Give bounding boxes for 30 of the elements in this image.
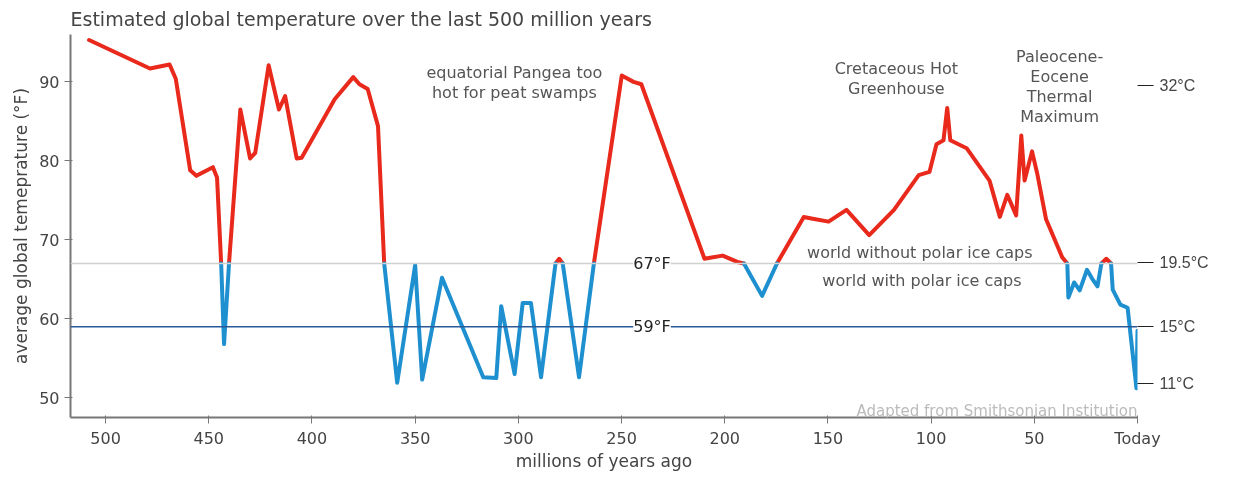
y-tick-label: 90 [39, 72, 60, 92]
x-tick-label: 50 [1024, 428, 1045, 448]
x-tick-label: 400 [296, 428, 328, 448]
y-tick-label: 50 [39, 388, 60, 408]
x-tick-label: 100 [915, 428, 947, 448]
x-tick-label: 450 [193, 428, 225, 448]
y2-tick-label: 15°C [1159, 318, 1196, 336]
y2-tick-label: 11°C [1159, 375, 1195, 393]
x-tick-label: 500 [90, 428, 121, 448]
y2-tick-label: 32°C [1159, 76, 1196, 94]
y-tick-label: 70 [39, 230, 60, 250]
annotation: Cretaceous Hot Greenhouse [834, 59, 959, 99]
ref-line-label: 67°F [633, 254, 671, 274]
y2-tick-label: 19.5°C [1159, 254, 1209, 272]
x-axis-title: millions of years ago [515, 450, 693, 471]
x-tick-label: 200 [709, 428, 741, 448]
x-tick-label: Today [1113, 428, 1161, 448]
annotation: Paleocene- Eocene Thermal Maximum [1016, 47, 1104, 127]
x-tick-label: 350 [399, 428, 431, 448]
annotation: world with polar ice caps [822, 271, 1022, 291]
annotation: equatorial Pangea too hot for peat swamps [426, 62, 603, 102]
y-axis-title: average global temeprature (°F) [11, 87, 32, 365]
y-tick-label: 60 [39, 309, 60, 329]
y-tick-label: 80 [39, 151, 60, 171]
x-tick-label: 150 [812, 428, 844, 448]
x-tick-label: 250 [606, 428, 637, 448]
chart-title: Estimated global temperature over the last 500 million years [70, 7, 652, 30]
ref-line-label: 59°F [633, 317, 671, 337]
annotation: world without polar ice caps [807, 242, 1033, 262]
x-tick-label: 300 [503, 428, 534, 448]
